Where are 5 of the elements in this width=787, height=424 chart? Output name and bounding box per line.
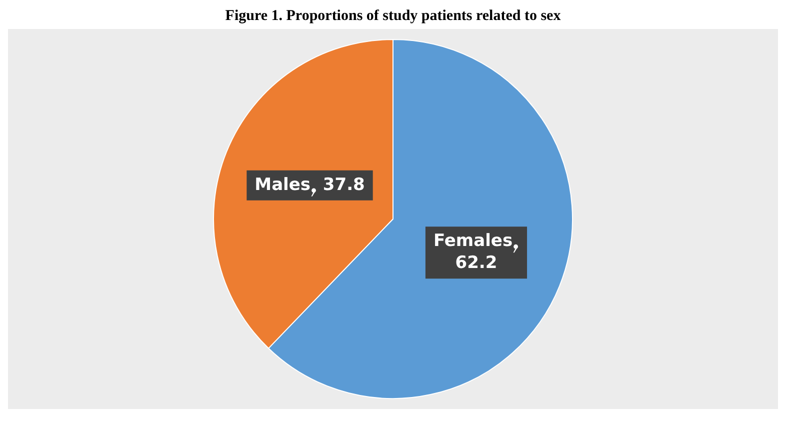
slice-label: Females: [433, 230, 513, 251]
data-label: 37.8: [322, 174, 365, 195]
slice-label: Males: [254, 174, 311, 195]
data-label: 62.2: [455, 252, 498, 273]
chart-title: Figure 1. Proportions of study patients related to sex: [224, 8, 562, 25]
